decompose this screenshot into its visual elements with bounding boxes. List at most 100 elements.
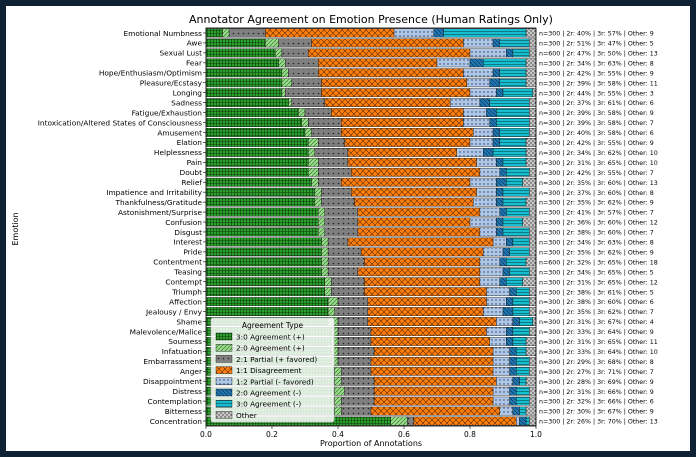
bar-segment — [529, 128, 537, 137]
bar-segment — [311, 128, 342, 137]
bar-segment — [327, 257, 365, 267]
bar-segment — [334, 366, 342, 376]
bar-segment — [222, 28, 230, 38]
bar-segment — [502, 197, 527, 207]
bar-segment — [205, 187, 316, 197]
bar-segment — [525, 406, 537, 416]
bar-segment — [512, 337, 527, 346]
legend-box — [210, 317, 335, 423]
y-tick-label: Distress — [172, 387, 202, 396]
bar-segment — [486, 287, 510, 297]
y-tick-label: Contempt — [165, 278, 202, 287]
bar-segment — [374, 386, 494, 396]
bar-segment — [314, 147, 349, 157]
bar-segment — [205, 227, 319, 237]
row-annotation: n=300 | 2r: 31% | 3r: 65% | Other: 10 — [539, 160, 658, 167]
bar-segment — [347, 147, 457, 157]
bar-segment — [499, 38, 530, 48]
bar-segment — [499, 68, 527, 78]
legend-label: 1:1 Disagreement — [236, 366, 302, 375]
bar-segment — [334, 307, 368, 316]
bar-segment — [334, 406, 342, 416]
bar-segment — [525, 416, 530, 426]
legend: Agreement Type 3:0 Agreement (+) 2:0 Agree… — [210, 317, 335, 423]
y-tick-label: Teasing — [173, 268, 202, 277]
bar-segment — [479, 227, 497, 237]
bar-segment — [519, 416, 527, 426]
row-annotation: n=600 | 2r: 32% | 3r: 65% | Other: 18 — [539, 259, 658, 266]
bar-segment — [502, 88, 533, 98]
bar-segment — [321, 247, 329, 257]
bar-segment — [506, 167, 530, 177]
bar-segment — [532, 88, 537, 98]
row-annotation: n=300 | 2r: 42% | 3r: 55% | Other: 7 — [539, 170, 654, 177]
bar-segment — [509, 396, 517, 406]
bar-segment — [370, 366, 494, 376]
bar-segment — [529, 247, 537, 257]
y-axis-label: Emotion — [11, 212, 20, 245]
bar-segment — [519, 406, 527, 416]
bar-segment — [324, 98, 451, 108]
row-annotation: n=300 | 2r: 35% | 3r: 62% | Other: 7 — [539, 309, 654, 316]
y-tick-label: Sadness — [171, 98, 202, 107]
bar-annotations: n=300 | 2r: 40% | 3r: 57% | Other: 9 n=30… — [539, 31, 658, 426]
bar-segment — [516, 386, 530, 396]
legend-swatch — [215, 377, 233, 385]
row-annotation: n=300 | 2r: 34% | 3r: 62% | Other: 10 — [539, 150, 658, 157]
bar-segment — [489, 118, 497, 127]
row-annotation: n=300 | 2r: 28% | 3r: 69% | Other: 9 — [539, 379, 654, 386]
x-tick-label: 0.4 — [332, 430, 344, 439]
bar-segment — [205, 88, 283, 98]
bar-segment — [374, 347, 494, 356]
bar-segment — [327, 237, 349, 247]
bar-segment — [463, 68, 494, 78]
bar-segment — [486, 327, 507, 336]
row-annotation: n=300 | 2r: 31% | 3r: 67% | Other: 4 — [539, 319, 654, 326]
bar-segment — [529, 48, 537, 58]
bar-segment — [347, 237, 494, 247]
bar-segment — [318, 58, 438, 68]
bar-segment — [489, 337, 507, 346]
bar-segment — [367, 317, 497, 326]
bar-segment — [492, 386, 510, 396]
bar-segment — [205, 138, 309, 147]
bar-segment — [529, 396, 537, 406]
bar-segment — [341, 177, 471, 187]
bar-segment — [496, 118, 530, 127]
bar-segment — [529, 366, 537, 376]
bar-segment — [469, 177, 497, 187]
bar-segment — [525, 337, 537, 346]
row-annotation: n=300 | 2r: 36% | 3r: 60% | Other: 12 — [539, 220, 658, 227]
y-tick-label: Astonishment/Surprise — [118, 208, 202, 217]
plot-frame — [205, 27, 537, 427]
bar-segment — [205, 38, 266, 48]
bar-segment — [492, 38, 500, 48]
bar-segment — [318, 177, 342, 187]
y-tick-label: Elation — [177, 138, 203, 147]
bar-segment — [499, 207, 507, 217]
bar-segment — [469, 48, 507, 58]
row-annotation: n=300 | 2r: 31% | 3r: 66% | Other: 9 — [539, 389, 654, 396]
bar-segment — [205, 297, 329, 307]
bar-segment — [205, 118, 302, 127]
bar-segment — [331, 277, 365, 287]
legend-label: 1:2 Partial (- favored) — [236, 377, 314, 386]
bar-segment — [492, 68, 500, 78]
bar-segment — [278, 58, 286, 68]
bar-segment — [529, 327, 537, 336]
row-annotation: n=300 | 2r: 31% | 3r: 65% | Other: 12 — [539, 279, 658, 286]
bar-segment — [367, 307, 484, 316]
bar-segment — [370, 406, 500, 416]
bar-segment — [483, 58, 527, 68]
bar-segment — [360, 247, 484, 257]
bar-segment — [492, 366, 510, 376]
bar-segment — [473, 128, 494, 137]
chart-svg: Annotator Agreement on Emotion Presence … — [11, 13, 658, 448]
bar-segment — [496, 108, 530, 117]
bar-segment — [367, 297, 487, 307]
bar-segment — [506, 297, 514, 307]
y-tick-label: Anger — [180, 367, 203, 376]
bar-segment — [364, 287, 487, 297]
bar-segment — [205, 28, 223, 38]
row-annotation: n=300 | 2r: 35% | 3r: 62% | Other: 9 — [539, 200, 654, 207]
